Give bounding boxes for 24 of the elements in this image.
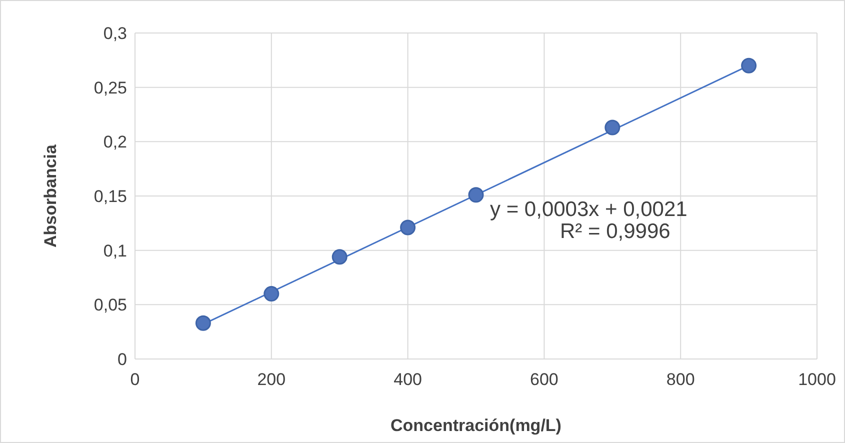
x-tick-label: 0: [130, 370, 140, 390]
x-tick-label: 400: [394, 370, 422, 390]
x-tick-label: 1000: [798, 370, 836, 390]
x-tick-label: 200: [257, 370, 286, 390]
y-tick-label: 0,3: [103, 24, 127, 44]
point: [468, 187, 484, 203]
point: [400, 220, 416, 236]
y-tick-label: 0,1: [103, 241, 127, 260]
y-axis-title: Absorbancia: [41, 144, 60, 248]
y-tick-label: 0,05: [94, 296, 127, 315]
point: [264, 286, 280, 302]
y-tick-label: 0: [118, 350, 127, 370]
point: [195, 315, 211, 331]
y-tick-label: 0,15: [94, 187, 127, 206]
y-tick-label: 0,25: [94, 78, 127, 98]
point: [604, 120, 620, 136]
x-tick-label: 800: [666, 370, 695, 390]
x-axis-title: Concentración(mg/L): [390, 416, 562, 435]
annotation: y = 0,0003x + 0,0021: [490, 198, 688, 222]
annotation: R² = 0,9996: [560, 220, 670, 244]
x-tick-label: 600: [530, 370, 558, 390]
point: [741, 58, 757, 74]
y-tick-label: 0,2: [103, 132, 127, 152]
point: [332, 249, 348, 265]
